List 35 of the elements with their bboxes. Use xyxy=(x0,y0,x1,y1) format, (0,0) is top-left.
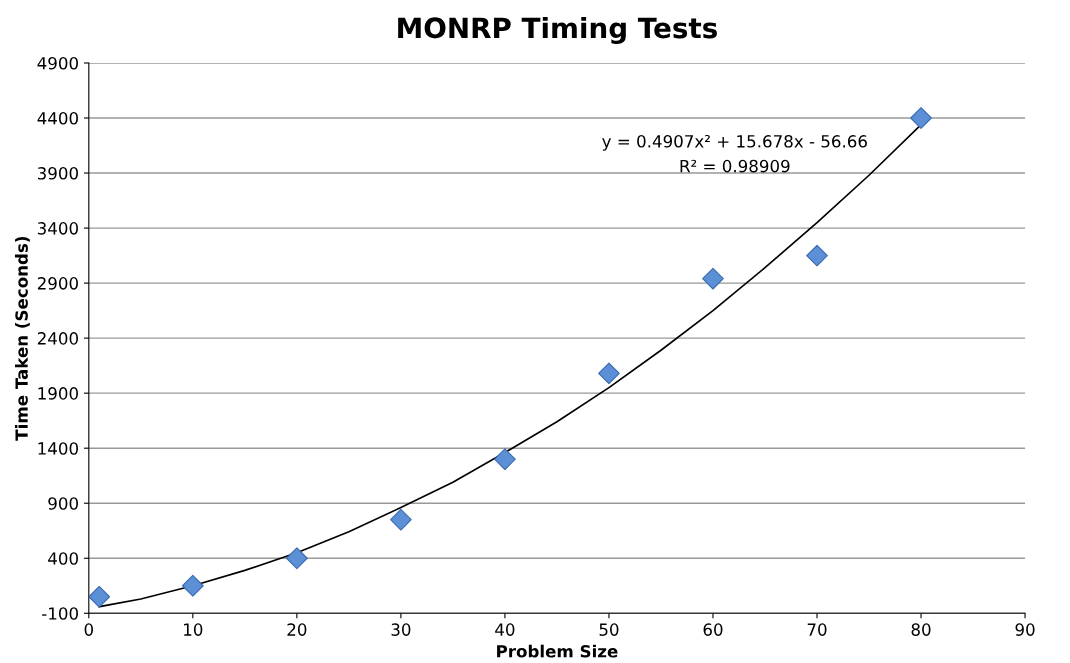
y-tick-label: 400 xyxy=(48,552,78,565)
point xyxy=(702,267,724,290)
y-axis-title: Time Taken (Seconds) xyxy=(14,236,30,441)
y-tick-label: 3900 xyxy=(37,167,78,180)
x-tick-label: 60 xyxy=(703,623,723,636)
x-tick-label: 80 xyxy=(911,623,931,636)
y-tick-label: 1400 xyxy=(38,442,78,455)
x-tick-label: 30 xyxy=(391,623,411,636)
point xyxy=(286,547,308,570)
point xyxy=(390,508,412,531)
point xyxy=(88,585,111,608)
y-tick-label: 4900 xyxy=(37,56,78,70)
point xyxy=(910,107,932,129)
y-tick-label: 2900 xyxy=(37,277,78,290)
y-tick-label: 2400 xyxy=(37,332,78,345)
y-tick-label: 1900 xyxy=(38,387,78,400)
annotation: y = 0.4907x² + 15.678x - 56.66 xyxy=(602,135,867,151)
x-tick-label: 40 xyxy=(495,623,515,636)
y-tick-label: -100 xyxy=(42,607,78,620)
point xyxy=(181,574,204,597)
point xyxy=(806,244,828,267)
x-tick-label: 20 xyxy=(287,623,307,636)
x-tick-label: 70 xyxy=(807,623,827,636)
x-tick-label: 10 xyxy=(184,623,203,636)
y-tick-label: 4400 xyxy=(37,111,78,125)
x-tick-label: 0 xyxy=(84,623,94,636)
chart-title: MONRP Timing Tests xyxy=(398,16,717,44)
x-tick-label: 50 xyxy=(599,623,619,636)
x-tick-label: 90 xyxy=(1015,623,1035,636)
annotation: R² = 0.98909 xyxy=(680,159,790,173)
y-tick-label: 3400 xyxy=(37,222,78,235)
point xyxy=(598,362,620,385)
point xyxy=(494,448,516,471)
x-axis-title: Problem Size xyxy=(497,644,618,658)
y-tick-label: 900 xyxy=(48,497,78,510)
